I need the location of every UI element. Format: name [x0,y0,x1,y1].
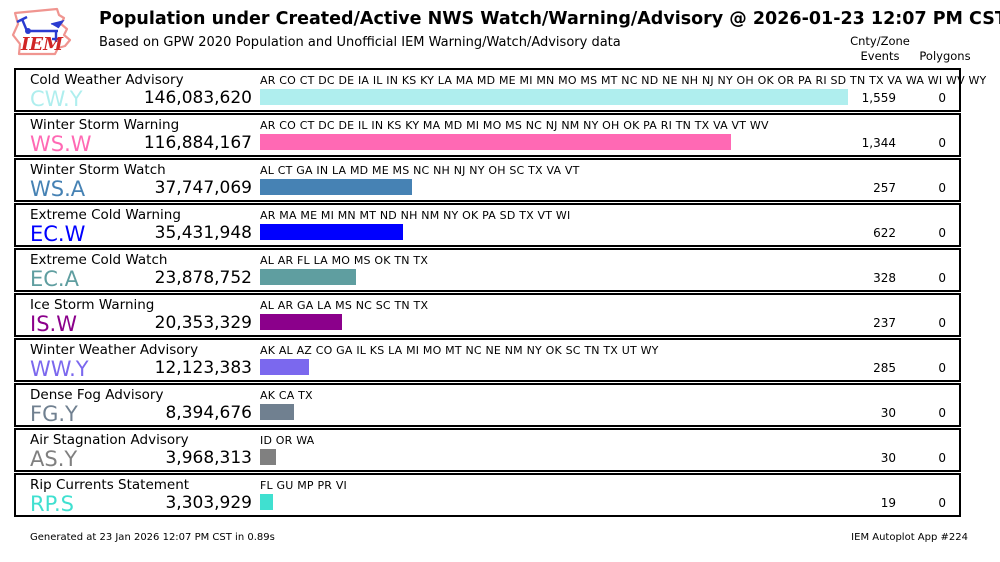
page-title: Population under Created/Active NWS Watc… [99,9,1000,29]
hazard-states-list: FL GU MP PR VI [260,479,347,492]
hazard-label: Extreme Cold Warning [30,207,181,223]
hazard-states-list: AR CO CT DC DE IL IN KS KY MA MD MI MO M… [260,119,769,132]
hazard-label: Air Stagnation Advisory [30,432,189,448]
hazard-population-bar [260,89,848,105]
column-header-events: Cnty/Zone Events [832,34,928,64]
hazard-population: 146,083,620 [143,88,252,108]
app-credit: IEM Autoplot App #224 [851,532,968,543]
hazard-vtec-code: FG.Y [30,402,78,426]
hazard-population-bar [260,224,403,240]
hazard-population: 35,431,948 [154,223,252,243]
hazard-events-count: 30 [880,451,896,465]
hazard-events-count: 1,344 [861,136,896,150]
hazard-row: Winter Storm Warning AR CO CT DC DE IL I… [14,113,961,157]
hazard-population: 37,747,069 [154,178,252,198]
hazard-vtec-code: AS.Y [30,447,78,471]
hazard-polygons-count: 0 [938,136,946,150]
hazard-row: Extreme Cold Warning AR MA ME MI MN MT N… [14,203,961,247]
hazard-states-list: AR CO CT DC DE IA IL IN KS KY LA MA MD M… [260,74,987,87]
hazard-population-bar [260,449,276,465]
hazard-population-bar [260,404,294,420]
hazard-population-bar [260,179,412,195]
hazard-label: Winter Weather Advisory [30,342,199,358]
hazard-vtec-code: WS.W [30,132,92,156]
hazard-events-count: 1,559 [861,91,896,105]
hazard-polygons-count: 0 [938,451,946,465]
hazard-population: 20,353,329 [154,313,252,333]
hazard-polygons-count: 0 [938,316,946,330]
hazard-population: 23,878,752 [154,268,252,288]
hazard-label: Winter Storm Watch [30,162,166,178]
column-header-events-line1: Cnty/Zone [850,34,910,48]
hazard-events-count: 328 [873,271,896,285]
hazard-row: Extreme Cold Watch AL AR FL LA MO MS OK … [14,248,961,292]
hazard-population: 8,394,676 [165,403,252,423]
hazard-vtec-code: CW.Y [30,87,83,111]
hazard-states-list: AL CT GA IN LA MD ME MS NC NH NJ NY OH S… [260,164,580,177]
hazard-polygons-count: 0 [938,91,946,105]
hazard-states-list: ID OR WA [260,434,315,447]
column-header-events-line2: Events [860,49,900,63]
hazard-polygons-count: 0 [938,496,946,510]
hazard-polygons-count: 0 [938,226,946,240]
hazard-states-list: AK CA TX [260,389,313,402]
hazard-label: Cold Weather Advisory [30,72,184,88]
hazard-vtec-code: RP.S [30,492,74,516]
hazard-vtec-code: EC.A [30,267,79,291]
hazard-events-count: 30 [880,406,896,420]
hazard-events-count: 622 [873,226,896,240]
hazard-population: 116,884,167 [143,133,252,153]
hazard-polygons-count: 0 [938,361,946,375]
hazard-row: Winter Weather Advisory AK AL AZ CO GA I… [14,338,961,382]
hazard-row: Ice Storm Warning AL AR GA LA MS NC SC T… [14,293,961,337]
hazard-events-count: 237 [873,316,896,330]
hazard-row: Air Stagnation Advisory ID OR WA AS.Y 3,… [14,428,961,472]
hazard-row: Winter Storm Watch AL CT GA IN LA MD ME … [14,158,961,202]
iem-logo-text: IEM [20,34,64,55]
hazard-states-list: AK AL AZ CO GA IL KS LA MI MO MT NC NE N… [260,344,659,357]
hazard-polygons-count: 0 [938,406,946,420]
hazard-states-list: AR MA ME MI MN MT ND NH NM NY OK PA SD T… [260,209,571,222]
hazard-polygons-count: 0 [938,271,946,285]
hazard-label: Rip Currents Statement [30,477,190,493]
generated-timestamp: Generated at 23 Jan 2026 12:07 PM CST in… [30,532,275,543]
iem-logo: IEM [11,7,72,56]
hazard-label: Extreme Cold Watch [30,252,168,268]
hazard-label: Ice Storm Warning [30,297,155,313]
hazard-population-bar [260,359,309,375]
hazard-vtec-code: EC.W [30,222,86,246]
page-subtitle: Based on GPW 2020 Population and Unoffic… [99,35,621,50]
hazard-vtec-code: WS.A [30,177,86,201]
hazard-population-bar [260,494,274,510]
hazard-population: 12,123,383 [154,358,252,378]
hazard-population-bar [260,269,357,285]
hazard-events-count: 285 [873,361,896,375]
hazard-events-count: 19 [880,496,896,510]
column-header-polygons: Polygons [919,49,971,63]
hazard-population-bar [260,134,731,150]
hazard-population: 3,968,313 [165,448,252,468]
hazard-vtec-code: WW.Y [30,357,89,381]
hazard-population: 3,303,929 [165,493,252,513]
hazard-row: Rip Currents Statement FL GU MP PR VI RP… [14,473,961,517]
hazard-row: Cold Weather Advisory AR CO CT DC DE IA … [14,68,986,112]
weather-vane-icon [16,15,65,42]
hazard-polygons-count: 0 [938,181,946,195]
hazard-population-bar [260,314,342,330]
hazard-vtec-code: IS.W [30,312,77,336]
hazard-label: Dense Fog Advisory [30,387,164,403]
hazard-label: Winter Storm Warning [30,117,180,133]
hazard-states-list: AL AR GA LA MS NC SC TN TX [260,299,429,312]
hazard-events-count: 257 [873,181,896,195]
hazard-row: Dense Fog Advisory AK CA TX FG.Y 8,394,6… [14,383,961,427]
hazard-states-list: AL AR FL LA MO MS OK TN TX [260,254,429,267]
